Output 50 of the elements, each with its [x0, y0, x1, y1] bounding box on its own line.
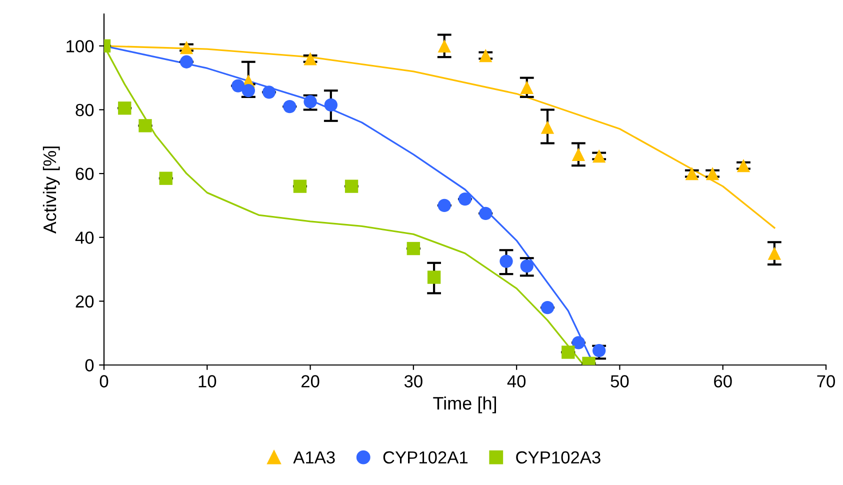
point: [283, 100, 296, 114]
point: [180, 55, 194, 68]
point: [406, 242, 420, 256]
point: [304, 52, 317, 66]
point: [159, 172, 172, 185]
x-tick-label: 10: [198, 375, 216, 388]
point: [324, 98, 338, 112]
legend-label: CYP102A1: [383, 451, 468, 464]
x-axis-title: Time [h]: [433, 396, 496, 414]
point: [768, 246, 782, 260]
point: [118, 102, 132, 115]
point: [706, 166, 720, 180]
point: [344, 180, 358, 193]
point: [540, 120, 554, 134]
point: [540, 300, 554, 314]
point: [293, 180, 307, 193]
y-tick-label: 0: [85, 359, 94, 372]
x-tick-label: 40: [507, 375, 526, 388]
point: [180, 40, 194, 54]
legend-label: CYP102A3: [516, 451, 600, 464]
y-tick-label: 100: [66, 40, 94, 52]
point: [458, 192, 472, 206]
x-tick-label: 70: [817, 375, 835, 388]
y-tick-label: 80: [76, 104, 94, 116]
point: [427, 270, 441, 284]
point: [562, 346, 575, 359]
y-tick-label: 40: [75, 232, 94, 244]
point: [262, 86, 276, 99]
point: [572, 148, 586, 161]
x-tick-label: 20: [302, 375, 320, 388]
point: [438, 198, 451, 212]
point: [592, 149, 606, 163]
x-tick-label: 50: [610, 375, 629, 388]
y-tick-label: 20: [76, 295, 94, 308]
point: [736, 158, 750, 172]
x-tick-label: 30: [404, 375, 422, 388]
point: [479, 206, 492, 220]
legend-label: A1A3: [293, 451, 335, 464]
point: [520, 259, 534, 273]
point: [138, 119, 152, 132]
point: [500, 254, 513, 268]
y-axis-title: Activity [%]: [42, 146, 60, 234]
x-tick-label: 60: [714, 375, 732, 388]
point: [438, 39, 451, 52]
point: [479, 48, 492, 62]
point: [520, 80, 534, 94]
x-tick-label: 0: [100, 375, 108, 388]
point: [685, 166, 698, 180]
point: [572, 336, 586, 350]
y-tick-label: 60: [76, 168, 94, 180]
